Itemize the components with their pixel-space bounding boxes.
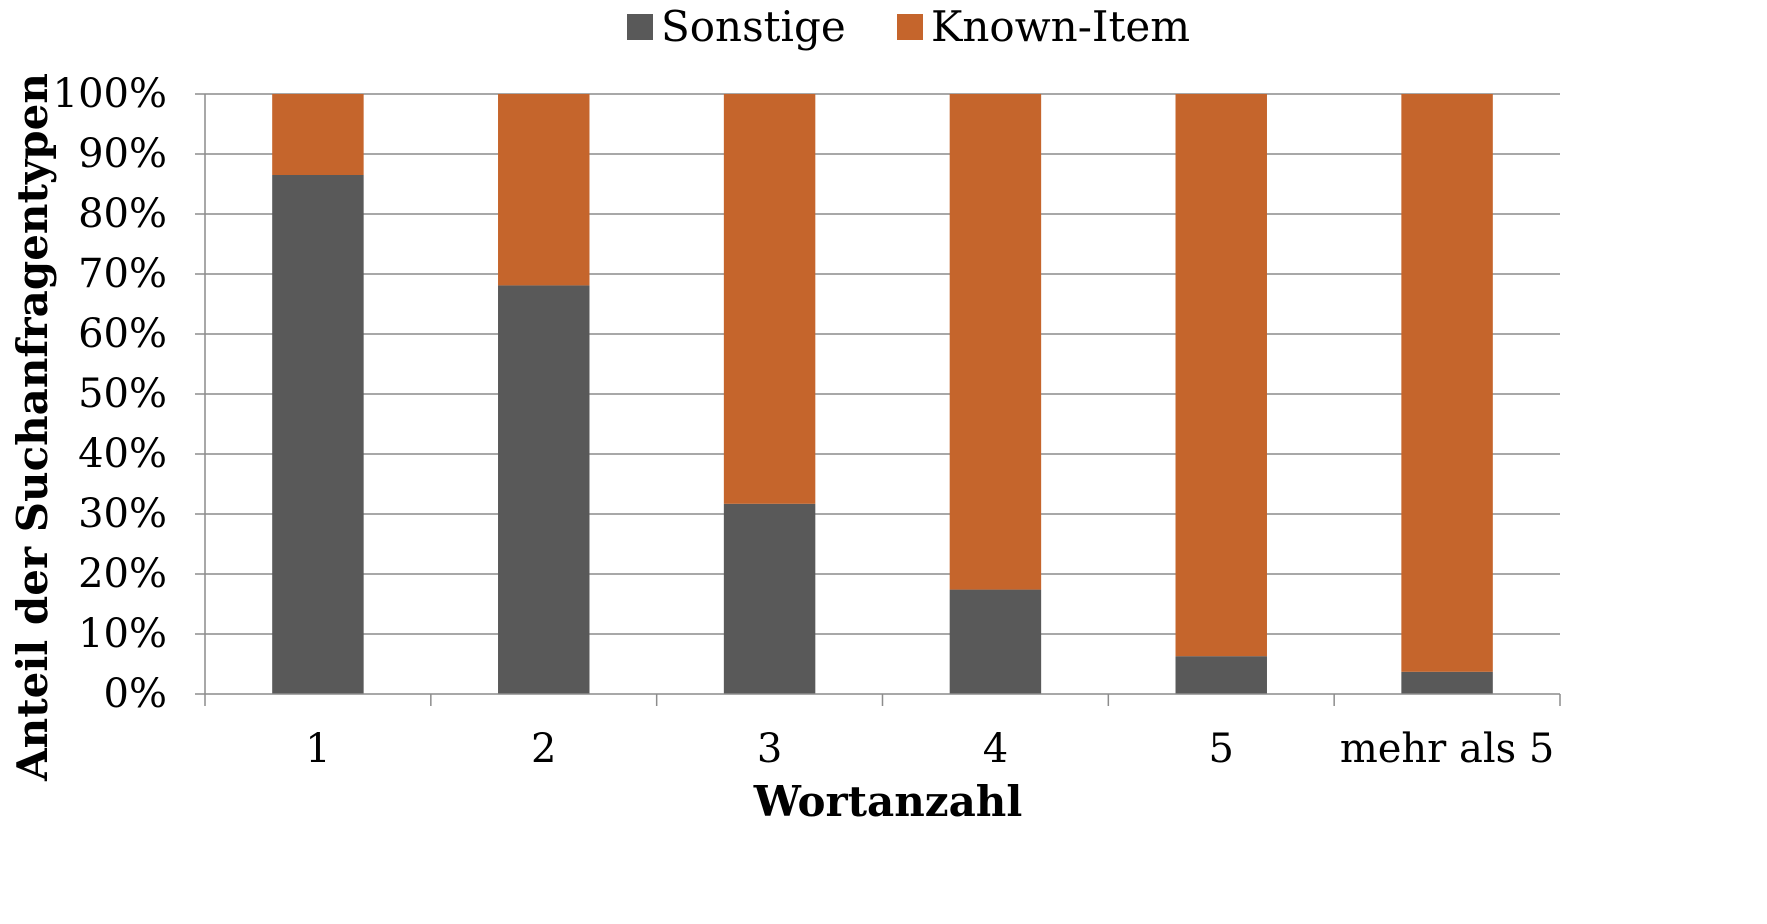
y-tick-label: 40%: [78, 431, 167, 477]
x-tick-label: mehr als 5: [1340, 726, 1555, 772]
bar-segment-known-item: [723, 94, 816, 504]
bar-segment-sonstige: [1175, 656, 1267, 694]
y-tick-label: 20%: [78, 551, 167, 597]
bar-segment-sonstige: [1401, 671, 1493, 694]
axes: [195, 93, 1561, 706]
y-tick-label: 60%: [78, 311, 167, 357]
y-tick-label: 10%: [78, 611, 167, 657]
bar-segment-known-item: [949, 94, 1042, 590]
x-tick-label: 1: [305, 726, 330, 772]
y-tick-label: 70%: [78, 251, 167, 297]
legend-swatch: [897, 14, 923, 40]
legend-swatch: [627, 14, 653, 40]
bar-segment-known-item: [272, 94, 364, 175]
y-tick-label: 50%: [78, 371, 167, 417]
legend: Sonstige Known-Item: [627, 2, 1190, 51]
y-tick-label: 100%: [53, 71, 167, 117]
bar-segment-known-item: [1401, 94, 1493, 672]
x-tick-label: 3: [757, 726, 782, 772]
bar-segment-sonstige: [723, 503, 816, 694]
x-tick-label: 5: [1209, 726, 1234, 772]
x-axis-ticks: 1 2 3 4 5 mehr als 5: [305, 726, 1554, 772]
bar-segment-known-item: [1175, 94, 1267, 657]
y-tick-label: 0%: [104, 671, 167, 717]
y-axis-title: Anteil der Suchanfragentypen: [8, 73, 57, 782]
bars: [272, 94, 1493, 694]
gridlines: [205, 93, 1560, 635]
y-axis-ticks: 0% 10% 20% 30% 40% 50% 60% 70% 80% 90% 100%: [53, 71, 167, 717]
x-tick-label: 4: [983, 726, 1008, 772]
y-tick-label: 90%: [78, 131, 167, 177]
x-axis-title: Wortanzahl: [753, 777, 1023, 826]
bar-segment-sonstige: [272, 175, 364, 694]
x-tick-label: 2: [531, 726, 556, 772]
legend-label: Sonstige: [661, 2, 846, 51]
bar-segment-sonstige: [498, 285, 590, 694]
bar-segment-sonstige: [949, 589, 1042, 694]
legend-label: Known-Item: [931, 2, 1190, 51]
y-tick-label: 80%: [78, 191, 167, 237]
y-tick-label: 30%: [78, 491, 167, 537]
bar-segment-known-item: [498, 94, 590, 286]
